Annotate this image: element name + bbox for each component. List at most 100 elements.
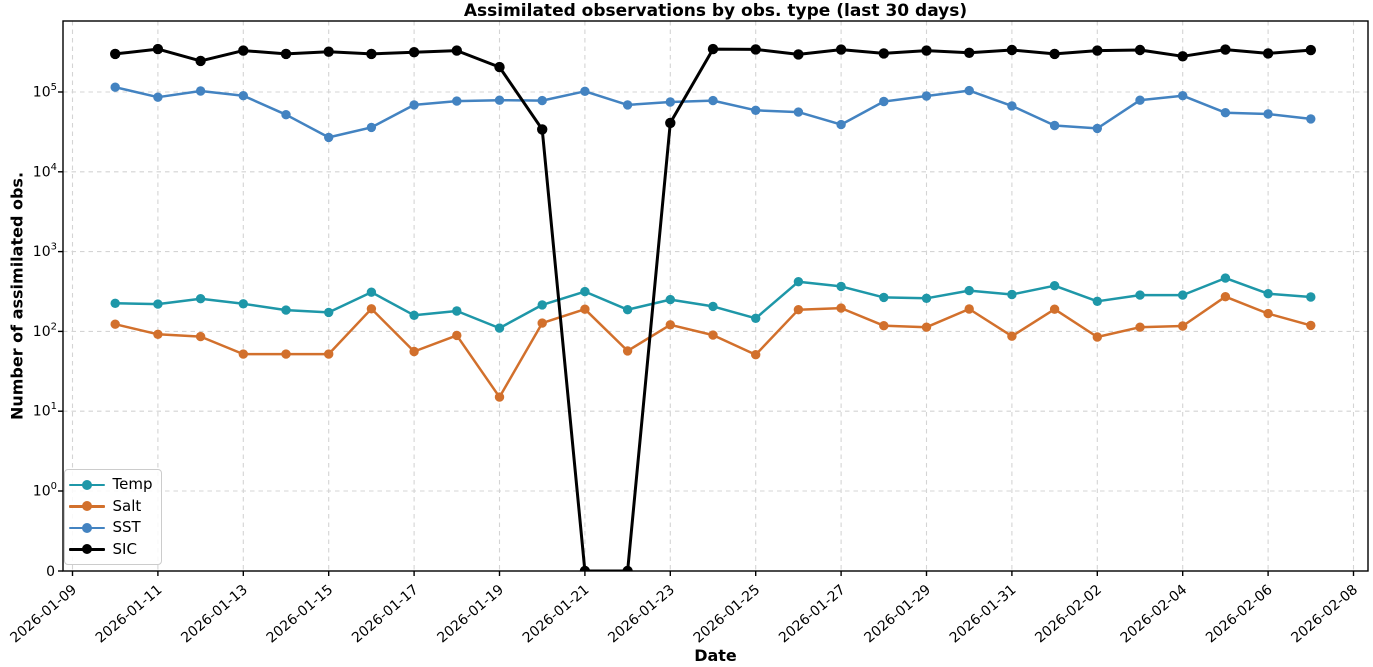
y-tick-label: 102 <box>33 321 57 340</box>
data-point <box>921 45 932 56</box>
legend-marker <box>81 522 92 533</box>
data-point <box>1263 289 1273 299</box>
x-tick-label: 2026-02-02 <box>1032 582 1105 647</box>
axis-ticks <box>58 91 1355 576</box>
data-point <box>153 299 163 309</box>
data-point <box>537 95 547 106</box>
series-salt <box>110 292 1316 402</box>
data-point <box>1135 290 1145 300</box>
x-tick-label: 2026-01-15 <box>264 582 337 647</box>
data-point <box>1220 108 1231 118</box>
data-point <box>110 319 120 329</box>
data-point <box>409 310 419 320</box>
legend-item-salt: Salt <box>68 496 155 518</box>
x-tick-label: 2026-01-09 <box>7 582 80 647</box>
x-tick-label: 2026-01-31 <box>947 582 1020 647</box>
data-point <box>622 346 633 356</box>
data-point <box>665 294 675 305</box>
data-point <box>622 100 633 110</box>
legend-marker <box>81 544 92 555</box>
data-point <box>366 48 377 60</box>
data-point <box>665 117 676 129</box>
data-point <box>1092 332 1103 342</box>
series-temp <box>110 273 1316 333</box>
data-point <box>1049 120 1060 131</box>
data-point <box>195 294 206 304</box>
data-point <box>622 565 633 571</box>
data-point <box>408 47 420 58</box>
data-point <box>281 349 291 359</box>
x-tick-label: 2026-01-21 <box>520 582 593 647</box>
data-point <box>281 305 291 315</box>
legend-marker <box>81 501 92 512</box>
data-point <box>879 321 889 331</box>
data-point <box>494 392 505 402</box>
chart-title: Assimilated observations by obs. type (l… <box>463 1 968 21</box>
legend-item-temp: Temp <box>68 474 155 496</box>
data-point <box>494 95 505 105</box>
data-point <box>1049 281 1060 291</box>
data-point <box>751 105 761 116</box>
x-tick-label: 2026-02-06 <box>1203 582 1276 647</box>
data-point <box>964 85 974 96</box>
data-point <box>1092 45 1103 56</box>
data-point <box>153 92 163 102</box>
x-tick-label: 2026-01-13 <box>178 582 251 647</box>
data-point <box>324 307 334 318</box>
y-tick-label: 0 <box>46 564 55 580</box>
legend-item-sic: SIC <box>68 539 155 561</box>
data-point <box>494 61 505 73</box>
data-point <box>836 303 846 313</box>
data-point <box>793 305 804 315</box>
data-point <box>1092 296 1103 306</box>
data-point <box>280 48 292 60</box>
data-point <box>1178 321 1188 331</box>
data-point <box>1306 292 1316 302</box>
data-point <box>708 95 718 106</box>
data-point <box>964 47 975 58</box>
series-line <box>113 85 1313 139</box>
data-point <box>452 96 462 106</box>
data-point <box>580 286 590 297</box>
data-point <box>1263 308 1273 319</box>
data-point <box>708 330 718 340</box>
data-point <box>1178 91 1188 101</box>
data-point <box>537 318 547 328</box>
data-point <box>1135 95 1145 105</box>
data-point <box>665 97 675 107</box>
y-tick-label: 103 <box>33 242 57 261</box>
data-point <box>537 300 547 310</box>
data-point <box>238 91 248 101</box>
x-tick-label: 2026-01-11 <box>93 582 166 647</box>
series-sic <box>110 43 1317 571</box>
data-point <box>409 346 419 357</box>
x-tick-label: 2026-01-17 <box>349 582 422 647</box>
data-point <box>1007 101 1017 111</box>
data-point <box>1220 292 1231 302</box>
data-point <box>152 43 164 55</box>
data-point <box>921 91 932 101</box>
data-point <box>750 44 761 55</box>
data-point <box>366 287 377 297</box>
data-point <box>238 45 249 56</box>
data-point <box>238 349 248 359</box>
data-point <box>1135 322 1145 332</box>
data-point <box>921 293 932 303</box>
x-tick-label: 2026-02-04 <box>1118 582 1191 647</box>
data-point <box>1220 44 1231 55</box>
y-tick-label: 105 <box>33 82 57 101</box>
legend-label: SST <box>112 518 141 537</box>
data-point <box>793 49 804 60</box>
x-tick-labels: 2026-01-09 2026-01-11 2026-01-13 2026-01-15… <box>7 582 1361 647</box>
data-point <box>1178 290 1188 300</box>
data-point <box>1306 114 1316 124</box>
legend-swatch-sic <box>68 543 105 555</box>
data-point <box>579 565 591 571</box>
y-tick-label: 101 <box>33 401 57 420</box>
data-point <box>1007 331 1017 341</box>
data-point <box>964 285 974 296</box>
data-point <box>1006 44 1018 56</box>
data-point <box>1049 304 1060 314</box>
